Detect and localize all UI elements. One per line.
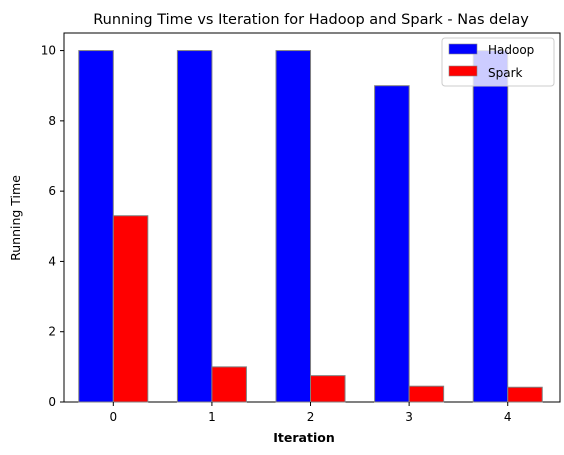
legend-label-hadoop: Hadoop: [488, 43, 534, 57]
bars-layer: [78, 50, 543, 403]
bar-spark-3: [408, 385, 445, 403]
y-tick-label: 2: [48, 325, 56, 339]
bar-hadoop-2: [275, 50, 312, 403]
x-axis-label: Iteration: [273, 430, 334, 445]
y-tick-label: 10: [41, 44, 56, 58]
bar-hadoop-0: [78, 50, 114, 403]
x-axis: 0 1 2 3 4: [109, 402, 512, 424]
y-tick-label: 4: [48, 254, 56, 268]
y-axis-label: Running Time: [8, 175, 23, 261]
chart-title: Running Time vs Iteration for Hadoop and…: [93, 12, 529, 28]
bar-spark-2: [310, 375, 346, 403]
bar-hadoop-1: [176, 50, 213, 403]
x-tick-label: 0: [109, 410, 117, 424]
legend-label-spark: Spark: [488, 66, 523, 80]
bar-hadoop-3: [374, 85, 410, 403]
legend-swatch-spark: [448, 65, 478, 77]
y-tick-label: 6: [48, 184, 56, 198]
legend-swatch-hadoop: [448, 43, 478, 55]
x-tick-label: 4: [504, 410, 512, 424]
bar-spark-0: [112, 215, 149, 403]
bar-hadoop-4: [472, 50, 509, 403]
bar-spark-4: [507, 386, 543, 403]
x-tick-label: 3: [405, 410, 413, 424]
bar-spark-1: [211, 366, 247, 403]
y-axis: 0 2 4 6 8 10: [41, 44, 64, 409]
x-tick-label: 2: [307, 410, 315, 424]
y-tick-label: 0: [48, 395, 56, 409]
x-tick-label: 1: [208, 410, 216, 424]
legend: Hadoop Spark: [441, 37, 555, 87]
y-tick-label: 8: [48, 114, 56, 128]
